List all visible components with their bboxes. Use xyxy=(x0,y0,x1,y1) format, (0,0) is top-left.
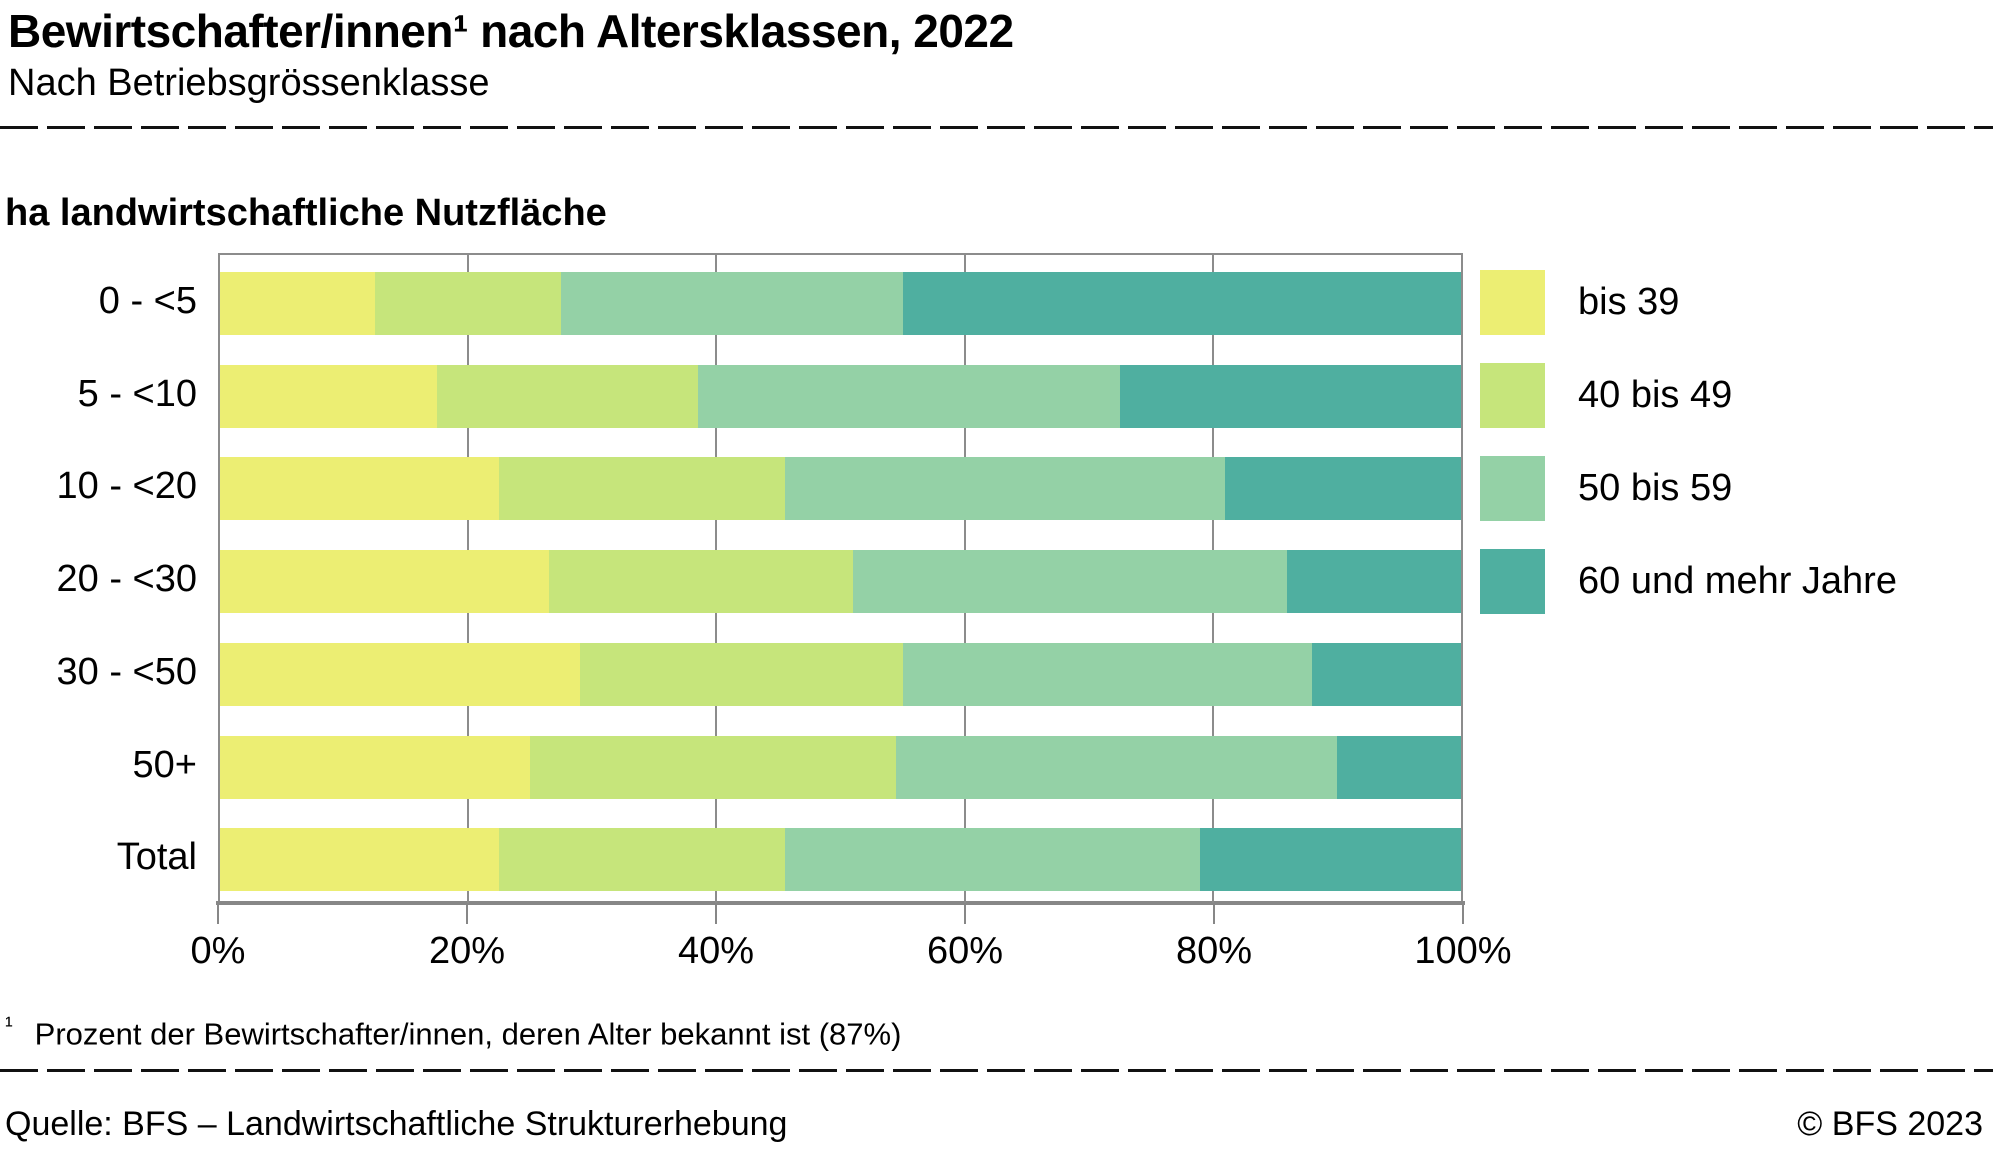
x-axis-tick xyxy=(964,903,966,924)
bar-segment-50-bis-59 xyxy=(561,272,903,335)
x-axis-tick-label: 40% xyxy=(677,930,755,972)
x-axis-tick-label: 20% xyxy=(428,930,506,972)
category-label: 5 - <10 xyxy=(77,372,197,415)
x-axis-tick-label: 0% xyxy=(190,930,246,972)
plot-area xyxy=(218,253,1463,903)
page-title: Bewirtschafter/innen¹ nach Altersklassen… xyxy=(8,5,1014,57)
bar-segment-60-und-mehr-jahre xyxy=(1200,828,1461,892)
bar-segment-bis-39 xyxy=(220,828,500,892)
bar-segment-50-bis-59 xyxy=(697,364,1120,428)
bar-row-10-20 xyxy=(220,457,1461,521)
bar-segment-50-bis-59 xyxy=(852,550,1288,614)
bar-segment-60-und-mehr-jahre xyxy=(1287,550,1461,614)
legend-item-50-bis-59: 50 bis 59 xyxy=(1480,456,1732,521)
x-axis-tick xyxy=(715,903,717,924)
bar-segment-bis-39 xyxy=(220,735,531,799)
legend-swatch-60-und-mehr-jahre xyxy=(1480,549,1545,614)
bar-segment-60-und-mehr-jahre xyxy=(1119,364,1461,428)
bar-segment-bis-39 xyxy=(220,457,500,521)
bar-row-20-30 xyxy=(220,550,1461,614)
x-axis-line xyxy=(216,901,1465,905)
top-divider xyxy=(0,126,1993,129)
bar-segment-60-und-mehr-jahre xyxy=(1312,642,1461,706)
bar-segment-40-bis-49 xyxy=(548,550,853,614)
x-axis-tick-label: 60% xyxy=(926,930,1004,972)
category-label: 0 - <5 xyxy=(98,280,197,322)
category-label: 50+ xyxy=(132,743,197,786)
bar-segment-bis-39 xyxy=(220,364,438,428)
x-axis-labels: 0% 20% 40% 60% 80% 100% xyxy=(191,930,1512,980)
legend-swatch-bis-39 xyxy=(1480,270,1545,335)
bar-segment-50-bis-59 xyxy=(784,828,1201,892)
legend-item-60-und-mehr-jahre: 60 und mehr Jahre xyxy=(1480,549,1897,614)
legend-label: bis 39 xyxy=(1578,281,1680,323)
x-axis-tick xyxy=(1462,903,1464,924)
bar-segment-40-bis-49 xyxy=(375,272,562,335)
bar-segment-bis-39 xyxy=(220,550,549,614)
legend-label: 50 bis 59 xyxy=(1578,467,1733,509)
bar-row-5-10 xyxy=(220,364,1461,428)
category-label: 10 - <20 xyxy=(56,465,198,508)
category-axis: 0 - <5 5 - <10 10 - <20 20 - <30 30 - <50 50+… xyxy=(0,253,205,903)
footnote-marker: ¹ xyxy=(5,1012,13,1038)
bar-row-total xyxy=(220,828,1461,892)
bar-segment-50-bis-59 xyxy=(896,735,1337,799)
bar-segment-40-bis-49 xyxy=(579,642,903,706)
x-axis-tick xyxy=(1213,903,1215,924)
bar-segment-60-und-mehr-jahre xyxy=(1336,735,1461,799)
bar-row-30-50 xyxy=(220,642,1461,706)
x-axis-tick-label: 80% xyxy=(1175,930,1253,972)
footnote-text: Prozent der Bewirtschafter/innen, deren … xyxy=(34,1016,902,1052)
bar-segment-bis-39 xyxy=(220,272,376,335)
source-text: Quelle: BFS – Landwirtschaftliche Strukt… xyxy=(5,1105,788,1143)
bar-segment-40-bis-49 xyxy=(499,457,785,521)
footnote: ¹ Prozent der Bewirtschafter/innen, deren… xyxy=(5,1012,901,1052)
bottom-divider xyxy=(0,1069,1993,1072)
category-label: 20 - <30 xyxy=(56,558,198,601)
x-axis-tick-label: 100% xyxy=(1414,930,1512,972)
legend-label: 60 und mehr Jahre xyxy=(1578,560,1897,602)
bar-segment-60-und-mehr-jahre xyxy=(1225,457,1461,521)
category-label: Total xyxy=(116,836,197,879)
x-axis-ticks xyxy=(217,903,1464,925)
category-label: 30 - <50 xyxy=(56,650,198,693)
legend-swatch-50-bis-59 xyxy=(1480,456,1545,521)
bar-row-50 xyxy=(220,735,1461,799)
copyright-text: © BFS 2023 xyxy=(1797,1105,1983,1143)
bar-segment-bis-39 xyxy=(220,642,580,706)
bar-segment-40-bis-49 xyxy=(437,364,698,428)
bar-segment-50-bis-59 xyxy=(902,642,1313,706)
bar-segment-50-bis-59 xyxy=(784,457,1226,521)
legend-label: 40 bis 49 xyxy=(1578,374,1733,416)
bar-segment-40-bis-49 xyxy=(499,828,785,892)
legend-swatch-40-bis-49 xyxy=(1480,363,1545,428)
x-axis-tick xyxy=(466,903,468,924)
x-axis-tick xyxy=(217,903,219,924)
bar-segment-60-und-mehr-jahre xyxy=(902,272,1461,335)
legend-item-bis-39: bis 39 xyxy=(1480,270,1679,335)
y-axis-title: ha landwirtschaftliche Nutzfläche xyxy=(5,192,607,234)
bar-segment-40-bis-49 xyxy=(530,735,897,799)
page-subtitle: Nach Betriebsgrössenklasse xyxy=(8,62,490,104)
legend-item-40-bis-49: 40 bis 49 xyxy=(1480,363,1732,428)
bar-row-0-5 xyxy=(220,272,1461,335)
